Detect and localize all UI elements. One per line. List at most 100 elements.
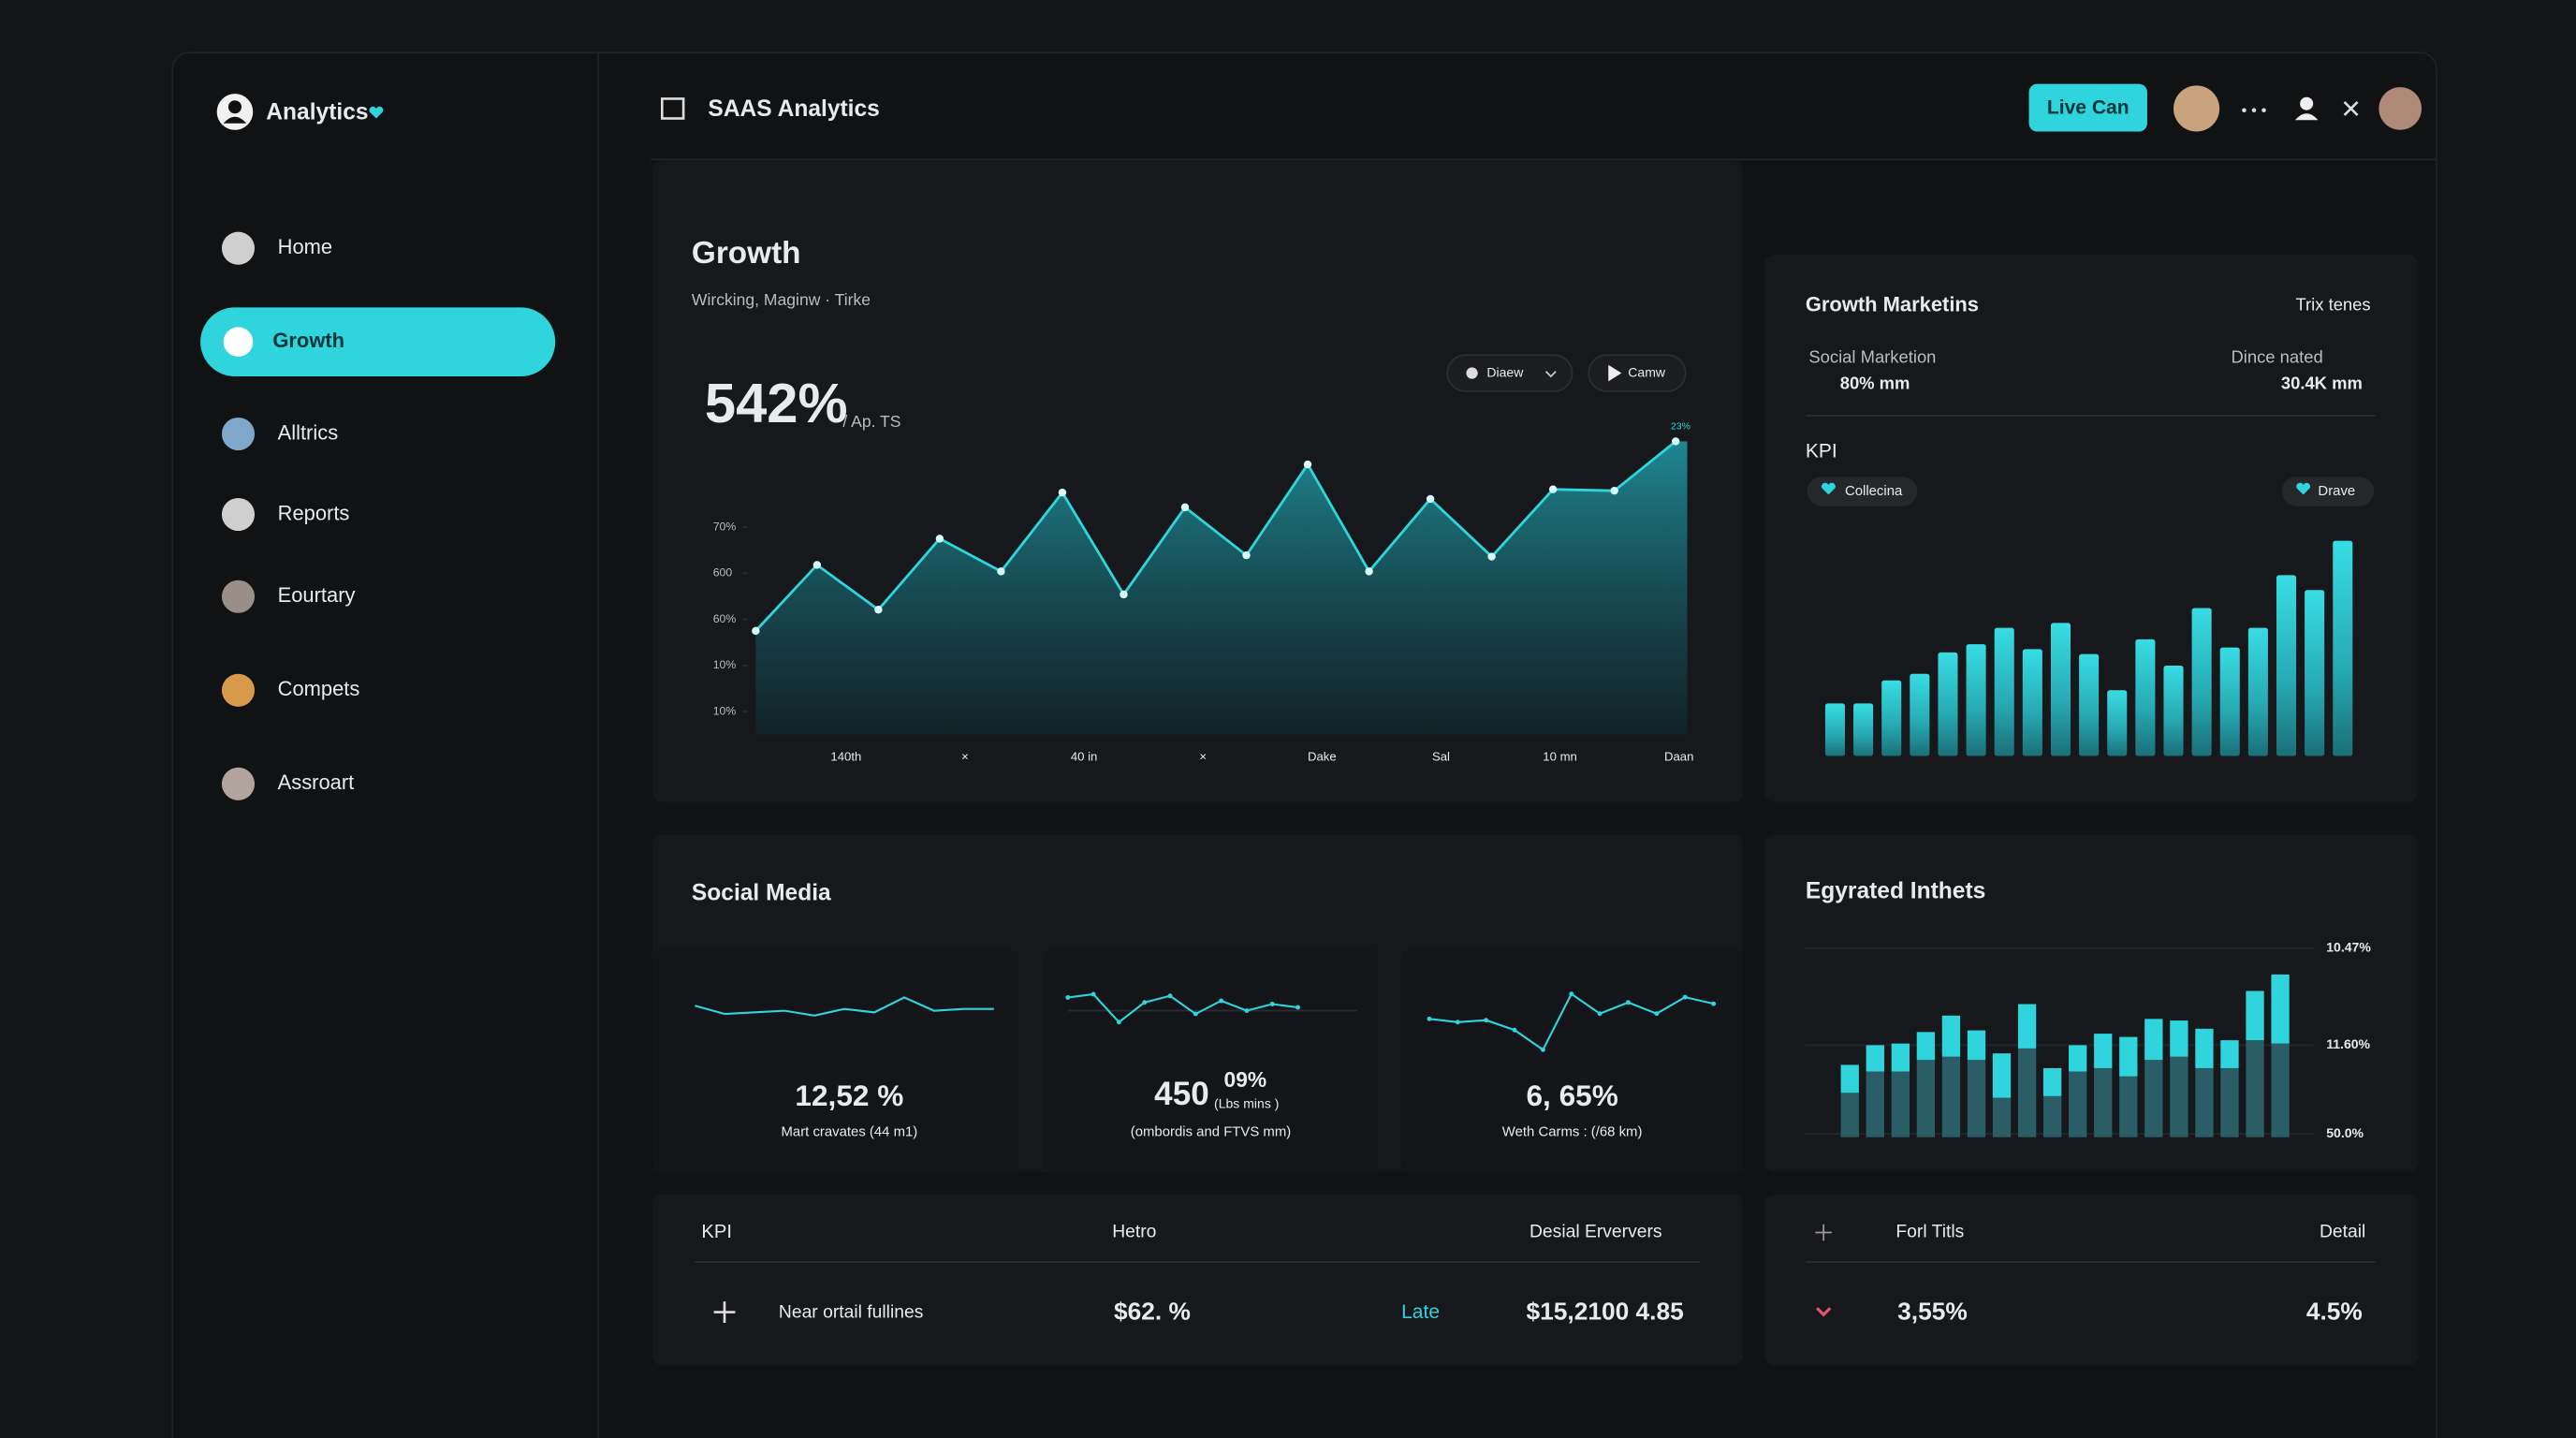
spark-point bbox=[1142, 1000, 1148, 1005]
header-title: SAAS Analytics bbox=[708, 96, 879, 122]
filter-button[interactable] bbox=[1446, 354, 1573, 392]
marketing-link[interactable]: Trix tenes bbox=[2295, 294, 2370, 314]
x-tick-label: Dake bbox=[1308, 750, 1337, 764]
bar-segment bbox=[1992, 1053, 2012, 1098]
bar bbox=[2163, 665, 2184, 756]
insights-title: Egyrated Inthets bbox=[1806, 879, 1985, 904]
card-caption: Weth Carms : (/68 km) bbox=[1502, 1124, 1643, 1139]
card-value: 6, 65% bbox=[1526, 1078, 1617, 1112]
growth-subtitle: Wircking, Maginw · Tirke bbox=[692, 290, 871, 309]
spark-point bbox=[1193, 1011, 1198, 1017]
add-icon[interactable] bbox=[713, 1301, 736, 1323]
bar bbox=[1853, 703, 1874, 756]
live-button[interactable] bbox=[2028, 83, 2147, 132]
play-button[interactable] bbox=[1588, 354, 1687, 392]
close-icon[interactable] bbox=[2343, 101, 2359, 116]
point bbox=[1303, 460, 1312, 469]
growth-metric-unit: / Ap. TS bbox=[842, 412, 900, 431]
bar bbox=[2219, 647, 2240, 756]
bar bbox=[2333, 540, 2353, 756]
table-header: Forl Titls bbox=[1895, 1223, 1964, 1242]
sparkline bbox=[695, 996, 994, 1017]
chip-label[interactable]: Drave bbox=[2318, 484, 2355, 499]
point bbox=[1365, 567, 1373, 576]
spark-point bbox=[1455, 1020, 1460, 1025]
filter-icon bbox=[1466, 367, 1478, 379]
brand-logo-head bbox=[227, 100, 242, 114]
stat-label: Dince nated bbox=[2231, 347, 2322, 367]
bar bbox=[1824, 703, 1845, 756]
bar-segment bbox=[2042, 1067, 2062, 1096]
nav-icon bbox=[221, 417, 256, 451]
bar-segment bbox=[2017, 1004, 2037, 1049]
growth-metric: 542% bbox=[705, 372, 848, 434]
point bbox=[1671, 437, 1680, 446]
social-card bbox=[1401, 949, 1744, 1172]
nav-item[interactable]: Home bbox=[278, 235, 332, 258]
chip-icon bbox=[1821, 482, 1836, 495]
bar-segment bbox=[2170, 1056, 2188, 1137]
bar-segment bbox=[2144, 1019, 2163, 1061]
point bbox=[1242, 550, 1251, 560]
x-tick-label: Sal bbox=[1432, 750, 1450, 764]
bar bbox=[2079, 653, 2100, 756]
down-icon bbox=[1816, 1307, 1832, 1317]
nav-item[interactable]: Alltrics bbox=[278, 420, 339, 444]
social-card bbox=[651, 949, 1019, 1172]
brand-heart bbox=[369, 106, 384, 119]
header-icon bbox=[660, 97, 685, 120]
bar-segment bbox=[1840, 1064, 1859, 1093]
point bbox=[935, 535, 944, 543]
spark-point bbox=[1682, 994, 1688, 1000]
avatar[interactable] bbox=[2174, 85, 2220, 132]
bar bbox=[1994, 627, 2014, 756]
spark-point bbox=[1427, 1016, 1432, 1021]
bar-segment bbox=[1866, 1071, 1884, 1137]
marketing-title: Growth Marketins bbox=[1806, 292, 1979, 315]
filter-button-label[interactable]: Diaew bbox=[1486, 364, 1524, 379]
spark-point bbox=[1654, 1011, 1660, 1017]
bar-segment bbox=[1992, 1097, 2012, 1137]
bar-segment bbox=[2246, 990, 2264, 1041]
nav-item[interactable]: Eourtary bbox=[278, 583, 356, 607]
chip-label[interactable]: Collecina bbox=[1845, 484, 1903, 499]
marketing-chart bbox=[1824, 540, 2353, 756]
detail-table-panel bbox=[1764, 1195, 2419, 1366]
nav-item[interactable]: Compets bbox=[278, 677, 360, 700]
x-tick-label: Daan bbox=[1664, 750, 1693, 764]
chip[interactable] bbox=[1807, 477, 1918, 506]
play-button-label[interactable]: Camw bbox=[1628, 364, 1666, 379]
point bbox=[1487, 552, 1496, 561]
bar-segment bbox=[2119, 1076, 2138, 1137]
user-icon[interactable] bbox=[2300, 96, 2314, 110]
nav-icon bbox=[221, 767, 256, 800]
point bbox=[1610, 486, 1618, 495]
insights-chart: 10.47% 11.60% 50.0% bbox=[1805, 940, 2371, 1140]
bar bbox=[2191, 608, 2212, 756]
nav-item[interactable]: Assroart bbox=[278, 770, 355, 794]
live-button-label[interactable]: Live Can bbox=[2047, 97, 2130, 119]
spark-point bbox=[1065, 995, 1071, 1000]
nav-item[interactable]: Reports bbox=[278, 501, 350, 524]
table-header: Desial Erververs bbox=[1530, 1223, 1662, 1242]
table-cell: $15,2100 4.85 bbox=[1526, 1297, 1683, 1325]
spark-point bbox=[1484, 1018, 1489, 1023]
more-icon[interactable] bbox=[2242, 108, 2266, 113]
spark-point bbox=[1540, 1047, 1545, 1052]
avatar-2[interactable] bbox=[2378, 87, 2422, 130]
table-header: Hetro bbox=[1112, 1223, 1156, 1242]
chip-icon bbox=[2296, 482, 2311, 495]
table-cell[interactable]: Late bbox=[1401, 1301, 1440, 1323]
spark-point bbox=[1116, 1020, 1121, 1025]
card-sub: (Lbs mins ) bbox=[1214, 1095, 1279, 1110]
point bbox=[1120, 590, 1128, 599]
bar bbox=[2135, 638, 2156, 756]
nav-item[interactable]: Growth bbox=[272, 329, 344, 352]
table-cell: 3,55% bbox=[1897, 1297, 1968, 1325]
bar-segment bbox=[1967, 1030, 1986, 1061]
spark-point bbox=[1295, 1005, 1300, 1010]
nav-active-bg[interactable] bbox=[200, 307, 556, 377]
bar-segment bbox=[2069, 1071, 2087, 1137]
